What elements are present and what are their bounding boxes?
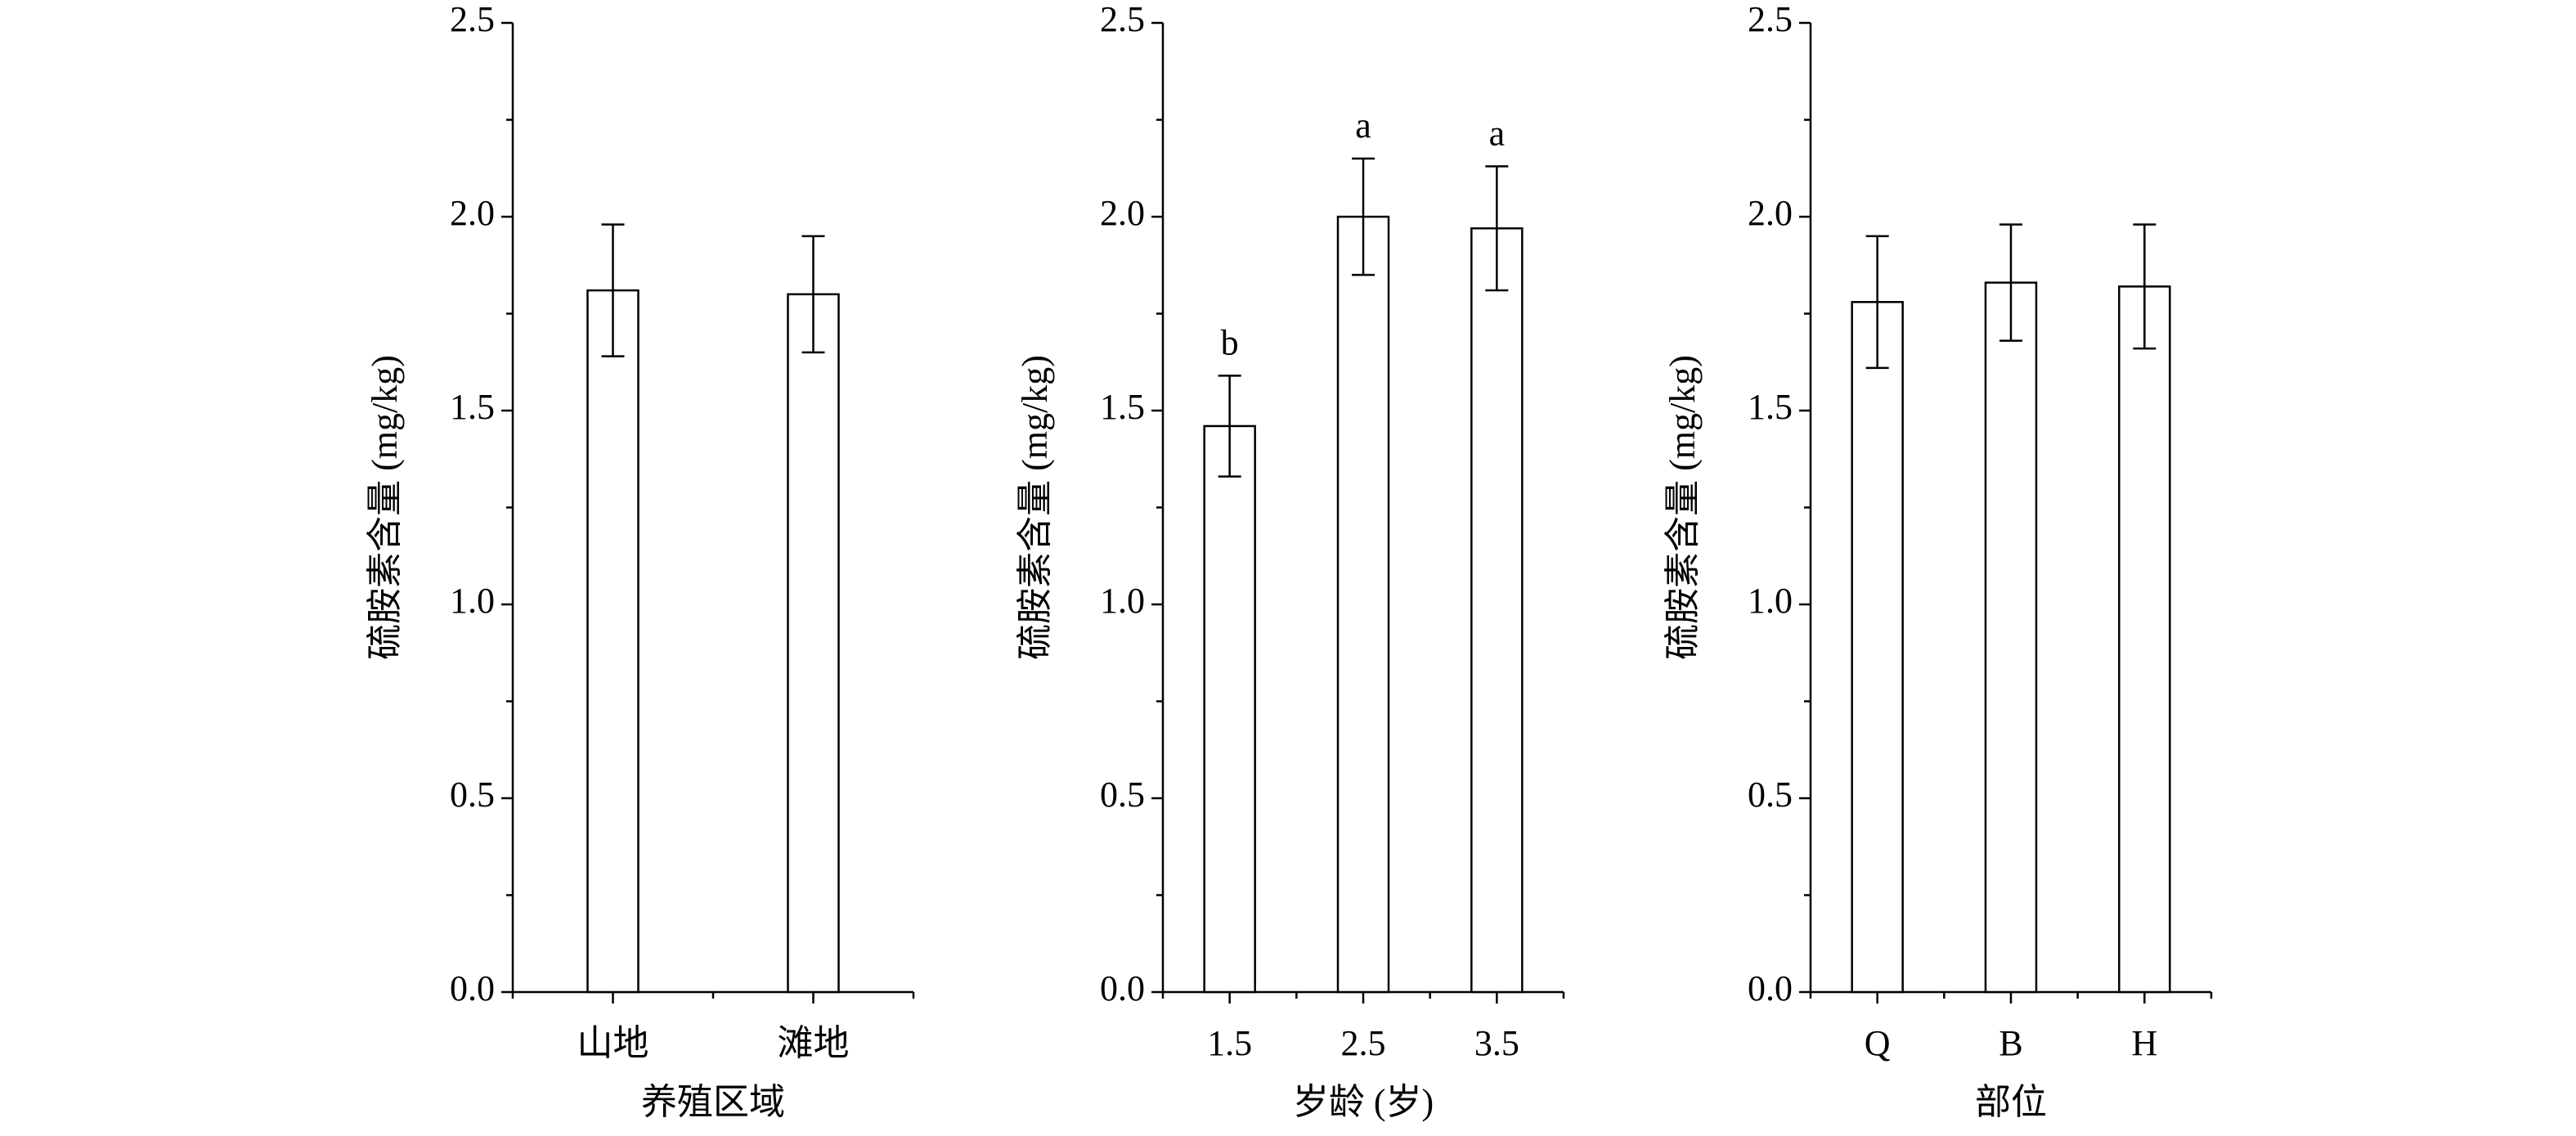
- error-bar: [1485, 165, 1509, 292]
- significance-label: a: [1355, 106, 1371, 146]
- y-tick-label: 0.5: [1748, 775, 1793, 815]
- y-tick-label: 1.5: [1100, 387, 1145, 427]
- y-axis-title: 硫胺素含量 (mg/kg): [365, 355, 405, 660]
- significance-label: a: [1489, 113, 1506, 153]
- y-tick-label: 2.5: [1748, 0, 1793, 39]
- y-tick-label: 2.5: [450, 0, 495, 39]
- significance-label: b: [1221, 322, 1239, 362]
- y-tick-label: 1.0: [450, 581, 495, 621]
- bar: [787, 293, 840, 994]
- error-bar: [1352, 157, 1375, 276]
- x-tick-label: 2.5: [1341, 1023, 1386, 1063]
- y-tick-label: 2.5: [1100, 0, 1145, 39]
- bar: [1851, 301, 1904, 994]
- y-tick-label: 2.0: [450, 193, 495, 233]
- y-tick-label: 1.0: [1748, 581, 1793, 621]
- y-axis-title: 硫胺素含量 (mg/kg): [1663, 355, 1703, 660]
- error-bar: [601, 223, 625, 357]
- x-tick-label: H: [2131, 1023, 2157, 1063]
- x-tick-label: Q: [1865, 1023, 1891, 1063]
- error-bar: [2133, 223, 2156, 350]
- error-bar: [1999, 223, 2022, 342]
- x-axis-title: 养殖区域: [641, 1082, 785, 1122]
- x-axis-title: 部位: [1975, 1082, 2047, 1122]
- x-tick-label: 1.5: [1207, 1023, 1252, 1063]
- x-tick-label: 山地: [577, 1023, 649, 1063]
- y-tick-label: 1.0: [1100, 581, 1145, 621]
- y-tick-label: 0.5: [1100, 775, 1145, 815]
- bar: [1336, 215, 1390, 994]
- y-tick-label: 1.5: [1748, 387, 1793, 427]
- error-bar: [1865, 235, 1889, 370]
- x-tick-label: 3.5: [1474, 1023, 1519, 1063]
- y-tick-label: 2.0: [1100, 193, 1145, 233]
- bar: [1203, 424, 1256, 994]
- bar: [2118, 285, 2171, 994]
- y-tick-label: 0.0: [1100, 968, 1145, 1008]
- y-tick-label: 0.5: [450, 775, 495, 815]
- x-tick-label: B: [1999, 1023, 2022, 1063]
- y-tick-label: 0.0: [450, 968, 495, 1008]
- bar: [1984, 281, 2038, 994]
- y-tick-label: 2.0: [1748, 193, 1793, 233]
- bar: [586, 289, 640, 994]
- x-tick-label: 滩地: [778, 1023, 850, 1063]
- error-bar: [1218, 375, 1241, 478]
- y-tick-label: 0.0: [1748, 968, 1793, 1008]
- error-bar: [801, 235, 825, 354]
- x-axis-title: 岁龄 (岁): [1293, 1082, 1434, 1122]
- y-tick-label: 1.5: [450, 387, 495, 427]
- y-axis-title: 硫胺素含量 (mg/kg): [1015, 355, 1055, 660]
- bar: [1470, 227, 1524, 994]
